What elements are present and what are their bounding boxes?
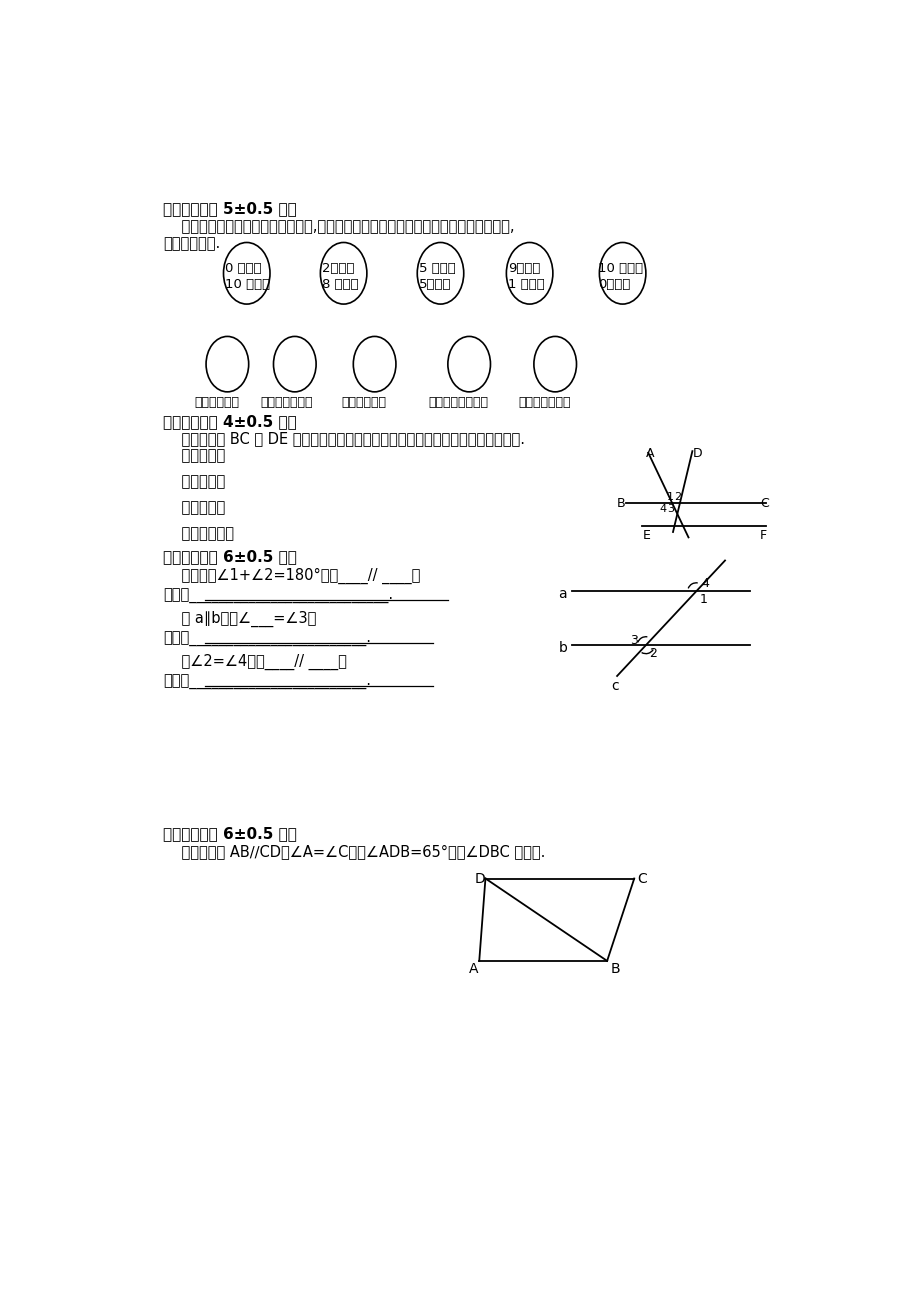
Text: C: C [759, 497, 767, 510]
Text: 如图，直线 BC 与 DE 相交，请分别指出图的对顶角、内错角、同位角和同旁内角.: 如图，直线 BC 与 DE 相交，请分别指出图的对顶角、内错角、同位角和同旁内角… [163, 431, 525, 447]
Text: a: a [558, 587, 566, 600]
Text: 五、（本大题 5±0.5 分）: 五、（本大题 5±0.5 分） [163, 201, 297, 216]
Text: 10 个红球: 10 个红球 [597, 263, 642, 276]
Text: 同位角有：: 同位角有： [163, 474, 225, 490]
Text: 1 个白球: 1 个白球 [507, 277, 544, 290]
Text: 10 个白球: 10 个白球 [225, 277, 270, 290]
Text: 内错角有：: 内错角有： [163, 500, 225, 516]
Text: B: B [609, 962, 619, 976]
Text: 1: 1 [698, 592, 707, 605]
Text: 并用线连起来.: 并用线连起来. [163, 237, 220, 251]
Text: 5 个红球: 5 个红球 [418, 263, 455, 276]
Text: 理由是___________________________.: 理由是___________________________. [163, 589, 392, 604]
Text: 下面第一排表示了各袋中球的情况,请你用第二排的语言来描述摸到红球的可能性大小,: 下面第一排表示了各袋中球的情况,请你用第二排的语言来描述摸到红球的可能性大小, [163, 219, 514, 234]
Text: 若 a∥b，则∠___=∠3，: 若 a∥b，则∠___=∠3， [163, 611, 316, 626]
Text: 0个白球: 0个白球 [597, 277, 630, 290]
Text: 3: 3 [630, 634, 638, 647]
Text: 六、（本大题 4±0.5 分）: 六、（本大题 4±0.5 分） [163, 414, 297, 430]
Text: 不太可能摸到红球: 不太可能摸到红球 [427, 397, 488, 410]
Text: F: F [759, 529, 766, 542]
Text: 如图，已知 AB∕∕CD，∠A=∠C，若∠ADB=65°，求∠DBC 的度数.: 如图，已知 AB∕∕CD，∠A=∠C，若∠ADB=65°，求∠DBC 的度数. [163, 845, 545, 859]
Text: 1: 1 [666, 492, 673, 503]
Text: 2: 2 [673, 492, 680, 503]
Text: b: b [558, 641, 566, 655]
Text: 2个红球: 2个红球 [322, 263, 354, 276]
Text: 8 个白球: 8 个白球 [322, 277, 358, 290]
Text: 理由是________________________.: 理由是________________________. [163, 676, 370, 690]
Text: A: A [645, 448, 653, 461]
Text: 2: 2 [648, 647, 656, 660]
Text: E: E [642, 529, 650, 542]
Text: D: D [474, 872, 485, 887]
Text: 若∠2=∠4，则____// ____，: 若∠2=∠4，则____// ____， [163, 654, 346, 669]
Text: 不可能摸到红球: 不可能摸到红球 [517, 397, 570, 410]
Text: 4: 4 [659, 504, 666, 514]
Text: 八、（本大题 6±0.5 分）: 八、（本大题 6±0.5 分） [163, 827, 297, 841]
Text: 很可能摸到红球: 很可能摸到红球 [260, 397, 312, 410]
Text: A: A [468, 962, 477, 976]
Text: 4: 4 [700, 577, 708, 590]
Text: D: D [692, 448, 702, 461]
Text: 理由是________________________.: 理由是________________________. [163, 631, 370, 647]
Text: 七、（本大题 6±0.5 分）: 七、（本大题 6±0.5 分） [163, 549, 297, 564]
Text: 9个红球: 9个红球 [507, 263, 539, 276]
Text: 3: 3 [666, 504, 673, 514]
Text: 0 个红球: 0 个红球 [225, 263, 261, 276]
Text: c: c [610, 680, 618, 693]
Text: C: C [637, 872, 646, 887]
Text: 5个白球: 5个白球 [418, 277, 451, 290]
Text: 一定摸到红球: 一定摸到红球 [195, 397, 240, 410]
Text: 对顶角有：: 对顶角有： [163, 448, 225, 464]
Text: 可能摸到红球: 可能摸到红球 [341, 397, 386, 410]
Text: 同旁内角有：: 同旁内角有： [163, 526, 233, 542]
Text: B: B [617, 497, 625, 510]
Text: 如图，若∠1+∠2=180°，则____// ____，: 如图，若∠1+∠2=180°，则____// ____， [163, 568, 420, 583]
